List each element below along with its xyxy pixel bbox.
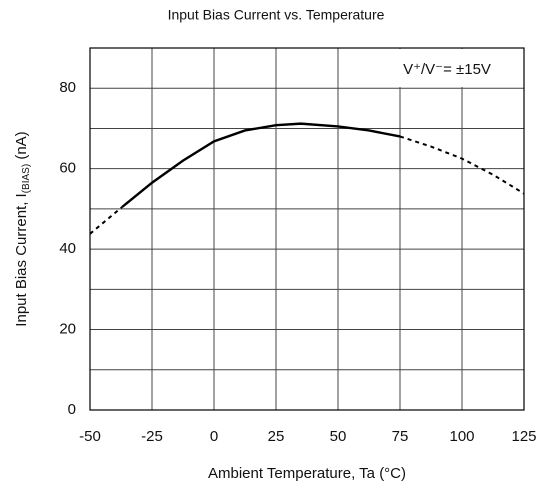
x-tick-label: 75 [392, 428, 409, 445]
y-axis-label-main: Input Bias Current, I [13, 193, 30, 326]
annotation-box [371, 49, 523, 87]
x-tick-label: 100 [449, 428, 474, 445]
y-tick-label: 60 [59, 160, 76, 177]
plot-frame [89, 47, 525, 411]
x-tick-label: -25 [141, 428, 163, 445]
y-axis-label: Input Bias Current, I(BIAS) (nA) [13, 131, 32, 326]
series-line [89, 135, 525, 235]
x-tick-label: -50 [79, 428, 101, 445]
series-line [121, 122, 401, 208]
y-tick-label: 80 [59, 79, 76, 96]
chart-title: Input Bias Current vs. Temperature [168, 7, 385, 23]
x-tick-label: 125 [511, 428, 536, 445]
y-axis-label-unit: (nA) [13, 131, 30, 164]
x-tick-label: 0 [210, 428, 218, 445]
y-tick-label: 0 [68, 401, 76, 418]
y-axis-label-sub: (BIAS) [21, 164, 32, 193]
y-tick-label: 20 [59, 321, 76, 338]
annotation: V⁺/V⁻= ±15V [403, 61, 491, 78]
x-axis-label: Ambient Temperature, Ta (°C) [208, 465, 406, 482]
x-tick-label: 50 [330, 428, 347, 445]
y-tick-label: 40 [59, 240, 76, 257]
x-tick-label: 25 [268, 428, 285, 445]
